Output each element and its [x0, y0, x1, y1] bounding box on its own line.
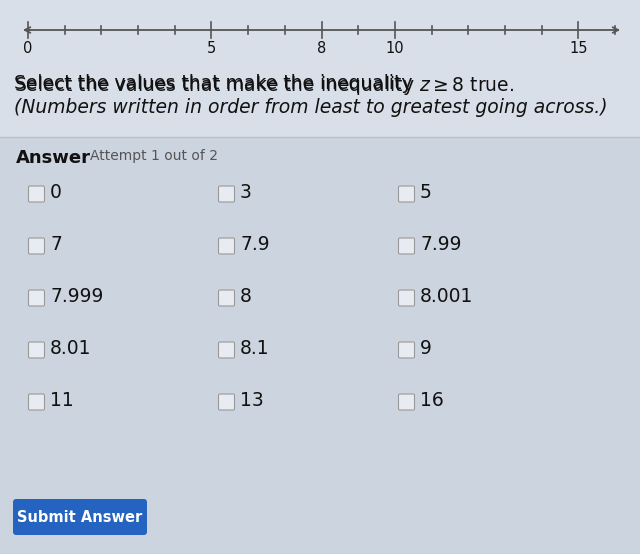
FancyBboxPatch shape [399, 290, 415, 306]
Text: 8.01: 8.01 [50, 340, 92, 358]
Text: 10: 10 [385, 41, 404, 56]
FancyBboxPatch shape [399, 394, 415, 410]
FancyBboxPatch shape [13, 499, 147, 535]
Text: 5: 5 [207, 41, 216, 56]
Text: 8: 8 [317, 41, 326, 56]
Text: Select the values that make the inequality $z \geq 8$ true.: Select the values that make the inequali… [14, 74, 514, 97]
FancyBboxPatch shape [399, 238, 415, 254]
FancyBboxPatch shape [29, 342, 45, 358]
FancyBboxPatch shape [218, 394, 234, 410]
Text: 5: 5 [420, 183, 432, 203]
Text: 7.99: 7.99 [420, 235, 461, 254]
FancyBboxPatch shape [218, 238, 234, 254]
Text: Select the values that make the inequality: Select the values that make the inequali… [14, 74, 419, 93]
Text: 16: 16 [420, 392, 444, 411]
Text: 8.001: 8.001 [420, 288, 474, 306]
FancyBboxPatch shape [399, 186, 415, 202]
Text: 8: 8 [240, 288, 252, 306]
FancyBboxPatch shape [29, 186, 45, 202]
Text: (Numbers written in order from least to greatest going across.): (Numbers written in order from least to … [14, 98, 607, 117]
Text: 7.999: 7.999 [50, 288, 104, 306]
Text: Submit Answer: Submit Answer [17, 510, 143, 525]
FancyBboxPatch shape [29, 238, 45, 254]
Bar [0, 0, 640, 137]
FancyBboxPatch shape [29, 290, 45, 306]
FancyBboxPatch shape [218, 290, 234, 306]
Text: 13: 13 [240, 392, 264, 411]
Text: Attempt 1 out of 2: Attempt 1 out of 2 [90, 149, 218, 163]
FancyBboxPatch shape [218, 342, 234, 358]
Text: 7.9: 7.9 [240, 235, 269, 254]
FancyBboxPatch shape [218, 186, 234, 202]
FancyBboxPatch shape [29, 394, 45, 410]
Text: 0: 0 [50, 183, 62, 203]
Bar [0, 137, 640, 554]
Text: 11: 11 [50, 392, 74, 411]
Text: 7: 7 [50, 235, 62, 254]
Text: 0: 0 [23, 41, 33, 56]
Text: 8.1: 8.1 [240, 340, 269, 358]
Text: Answer: Answer [16, 149, 91, 167]
Text: 9: 9 [420, 340, 432, 358]
Text: 3: 3 [240, 183, 252, 203]
Text: 15: 15 [569, 41, 588, 56]
FancyBboxPatch shape [399, 342, 415, 358]
